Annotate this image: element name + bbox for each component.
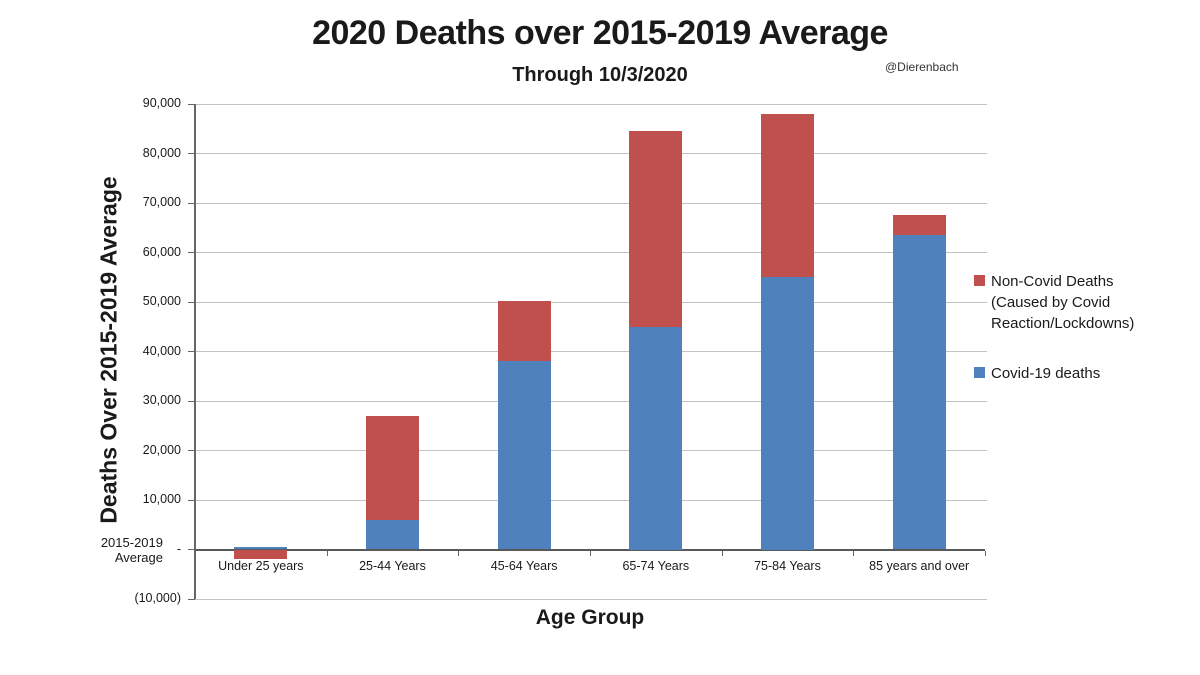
y-axis-tick: [188, 351, 195, 352]
zero-axis-label-line1: 2015-2019: [100, 534, 163, 550]
chart-title: 2020 Deaths over 2015-2019 Average: [312, 14, 888, 52]
bar-segment: [497, 301, 551, 362]
y-tick-label: 80,000: [142, 145, 181, 160]
legend-key-swatch: [974, 275, 985, 286]
x-axis-tick: [985, 550, 986, 556]
zero-axis-label-line2: Average: [114, 549, 163, 565]
y-axis-tick: [188, 450, 195, 451]
bar-segment: [497, 361, 551, 550]
bar-segment: [366, 519, 419, 550]
y-tick-label: 40,000: [142, 343, 181, 358]
x-axis-line: [195, 548, 985, 551]
gridline: [195, 400, 987, 402]
y-tick-label: 20,000: [142, 442, 181, 457]
x-axis-tick: [326, 550, 328, 556]
y-axis-tick: [188, 202, 195, 204]
x-category-label: 75-84 Years: [754, 558, 821, 573]
x-axis-tick: [458, 550, 460, 556]
y-axis-tick: [188, 153, 195, 154]
y-tick-label: 90,000: [142, 96, 181, 110]
bar-segment: [761, 113, 814, 278]
y-tick-label: 70,000: [142, 195, 181, 209]
legend-entry: Non-Covid Deaths (Caused by Covid Reacti…: [974, 271, 1174, 334]
x-category-label: 25-44 Years: [359, 558, 426, 573]
y-tick-label: 30,000: [142, 393, 181, 407]
x-axis-tick: [853, 550, 855, 556]
y-tick-label: 50,000: [142, 294, 181, 308]
x-category-label: 65-74 Years: [622, 558, 690, 573]
y-tick-label: -: [176, 541, 181, 556]
y-tick-label: 60,000: [142, 244, 181, 259]
x-category-label: Under 25 years: [218, 558, 304, 573]
bar-segment: [761, 277, 814, 550]
legend-label: Covid-19 deaths: [991, 365, 1101, 382]
attribution-handle: @Dierenbach: [885, 60, 959, 74]
gridline: [195, 351, 987, 352]
bar-segment: [234, 547, 288, 550]
x-category-label: 85 years and over: [869, 558, 970, 573]
x-category-label: 45-64 Years: [490, 558, 558, 573]
gridline: [195, 153, 987, 154]
gridline: [195, 252, 987, 253]
gridline: [195, 450, 987, 451]
x-axis-tick: [721, 550, 723, 556]
x-axis-tick: [590, 550, 591, 556]
bar-segment: [629, 131, 683, 327]
bar-segment: [234, 549, 288, 560]
bar-segment: [366, 415, 419, 520]
gridline: [195, 103, 987, 105]
y-axis-tick: [188, 301, 195, 303]
x-axis-title: Age Group: [535, 606, 645, 629]
zero-axis-label: 2015-2019 Average: [96, 535, 163, 565]
legend: Non-Covid Deaths (Caused by Covid Reacti…: [974, 271, 1174, 413]
bar-segment: [892, 215, 946, 236]
y-tick-label: (10,000): [134, 591, 181, 605]
y-axis-tick: [188, 499, 195, 501]
y-axis-line: [194, 104, 196, 599]
legend-entry: Covid-19 deaths: [974, 363, 1174, 384]
chart-subtitle: Through 10/3/2020: [512, 64, 688, 86]
y-axis-tick: [188, 400, 195, 402]
x-axis-tick: [195, 550, 196, 556]
bar-segment: [892, 235, 946, 550]
y-axis-tick: [188, 549, 195, 550]
gridline: [195, 598, 987, 600]
gridline: [195, 202, 987, 204]
y-axis-tick: [188, 598, 195, 600]
y-axis-tick: [188, 252, 195, 253]
legend-key-swatch: [974, 367, 985, 378]
legend-label: Non-Covid Deaths (Caused by Covid Reacti…: [991, 273, 1135, 332]
gridline: [195, 499, 987, 501]
bar-segment: [629, 326, 683, 550]
y-tick-label: 10,000: [142, 492, 181, 506]
gridline: [195, 301, 987, 303]
y-axis-tick: [188, 103, 195, 105]
